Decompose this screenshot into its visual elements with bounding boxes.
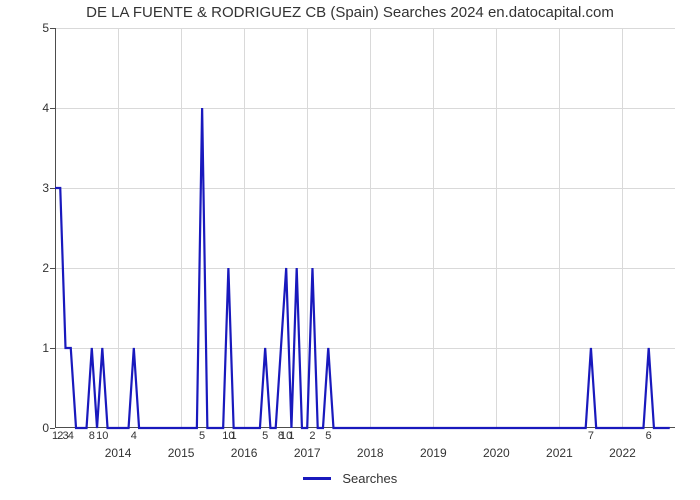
x-major-label: 2015: [168, 446, 195, 460]
x-minor-label: 5: [325, 430, 331, 442]
x-minor-label: 5: [262, 430, 268, 442]
x-minor-label: 5: [199, 430, 205, 442]
x-minor-label: 4: [131, 430, 137, 442]
x-minor-label: 4: [68, 430, 74, 442]
x-minor-label: 1: [231, 430, 237, 442]
x-major-label: 2018: [357, 446, 384, 460]
x-minor-label: 10: [96, 430, 108, 442]
x-minor-label: 2: [309, 430, 315, 442]
chart-title: DE LA FUENTE & RODRIGUEZ CB (Spain) Sear…: [0, 4, 700, 21]
x-major-label: 2021: [546, 446, 573, 460]
chart-container: DE LA FUENTE & RODRIGUEZ CB (Spain) Sear…: [0, 0, 700, 500]
y-tick-mark: [50, 428, 55, 429]
x-minor-label: 8: [89, 430, 95, 442]
legend-line-icon: [303, 477, 331, 480]
x-major-label: 2020: [483, 446, 510, 460]
plot-area: 0123452014201520162017201820192020202120…: [55, 28, 675, 428]
x-major-label: 2022: [609, 446, 636, 460]
legend: Searches: [0, 470, 700, 486]
legend-label: Searches: [342, 471, 397, 486]
x-major-label: 2016: [231, 446, 258, 460]
x-minor-label: 1: [288, 430, 294, 442]
series-line: [55, 108, 670, 428]
x-major-label: 2019: [420, 446, 447, 460]
x-minor-label: 7: [588, 430, 594, 442]
x-major-label: 2017: [294, 446, 321, 460]
x-major-label: 2014: [105, 446, 132, 460]
x-minor-label: 6: [646, 430, 652, 442]
series-svg: [55, 28, 675, 428]
